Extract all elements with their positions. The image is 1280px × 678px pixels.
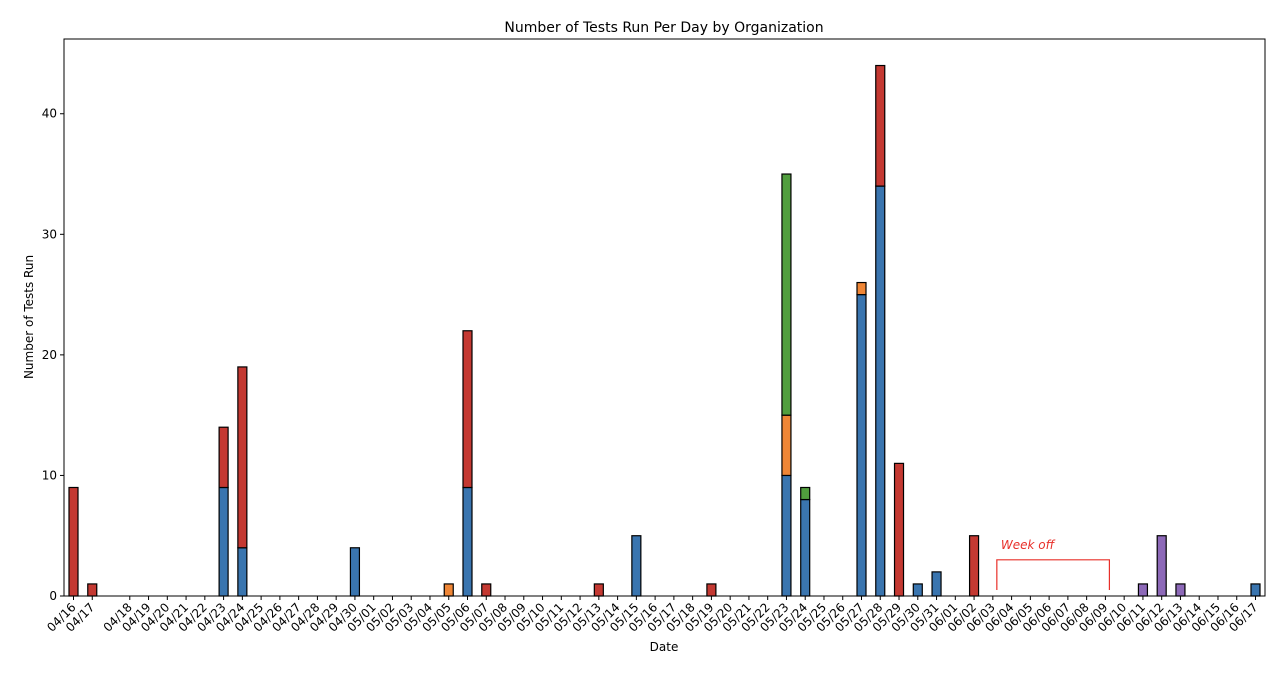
bar-segment	[218, 486, 229, 597]
bar-segment	[1156, 535, 1167, 597]
bars-group	[68, 64, 1261, 597]
bar-segment	[481, 583, 492, 597]
bar-segment	[462, 486, 473, 597]
bar-segment	[856, 281, 867, 296]
bar-segment	[631, 535, 642, 597]
bar-segment	[800, 498, 811, 597]
bar-segment	[781, 414, 792, 477]
y-tick-label: 10	[42, 468, 57, 482]
y-tick-label: 20	[42, 348, 57, 362]
y-tick-label: 30	[42, 227, 57, 241]
bar-segment	[781, 173, 792, 416]
bar-segment	[349, 547, 361, 597]
bar-segment	[875, 185, 886, 597]
bar-segment	[706, 583, 717, 597]
bar-segment	[893, 462, 905, 597]
bar-segment	[218, 426, 229, 489]
week-off-bracket	[996, 559, 1110, 590]
x-axis-label: Date	[650, 640, 679, 654]
y-axis: 0 10 20 30 40	[42, 107, 64, 603]
bar-segment	[1137, 583, 1149, 597]
bar-segment	[968, 535, 980, 597]
plot-frame	[63, 38, 1266, 597]
week-off-annotation: Week off	[996, 538, 1110, 590]
y-tick-label: 0	[49, 589, 57, 603]
bar-segment	[237, 547, 248, 597]
bar-segment	[87, 583, 98, 597]
bar-segment	[68, 486, 79, 597]
bar-segment	[912, 583, 923, 597]
y-tick-label: 40	[42, 107, 57, 121]
bar-segment	[443, 583, 454, 597]
bar-segment	[1175, 583, 1186, 597]
bar-segment	[462, 330, 473, 489]
bar-segment	[875, 64, 886, 187]
y-axis-label: Number of Tests Run	[22, 255, 36, 379]
bar-segment	[1250, 583, 1261, 597]
bar-segment	[593, 583, 604, 597]
bar-segment	[237, 366, 248, 549]
bar-segment	[856, 293, 867, 597]
bar-segment	[800, 486, 811, 501]
chart-title: Number of Tests Run Per Day by Organizat…	[504, 20, 823, 36]
week-off-label: Week off	[1001, 538, 1056, 552]
bar-segment	[781, 474, 792, 597]
bar-segment	[931, 571, 942, 597]
